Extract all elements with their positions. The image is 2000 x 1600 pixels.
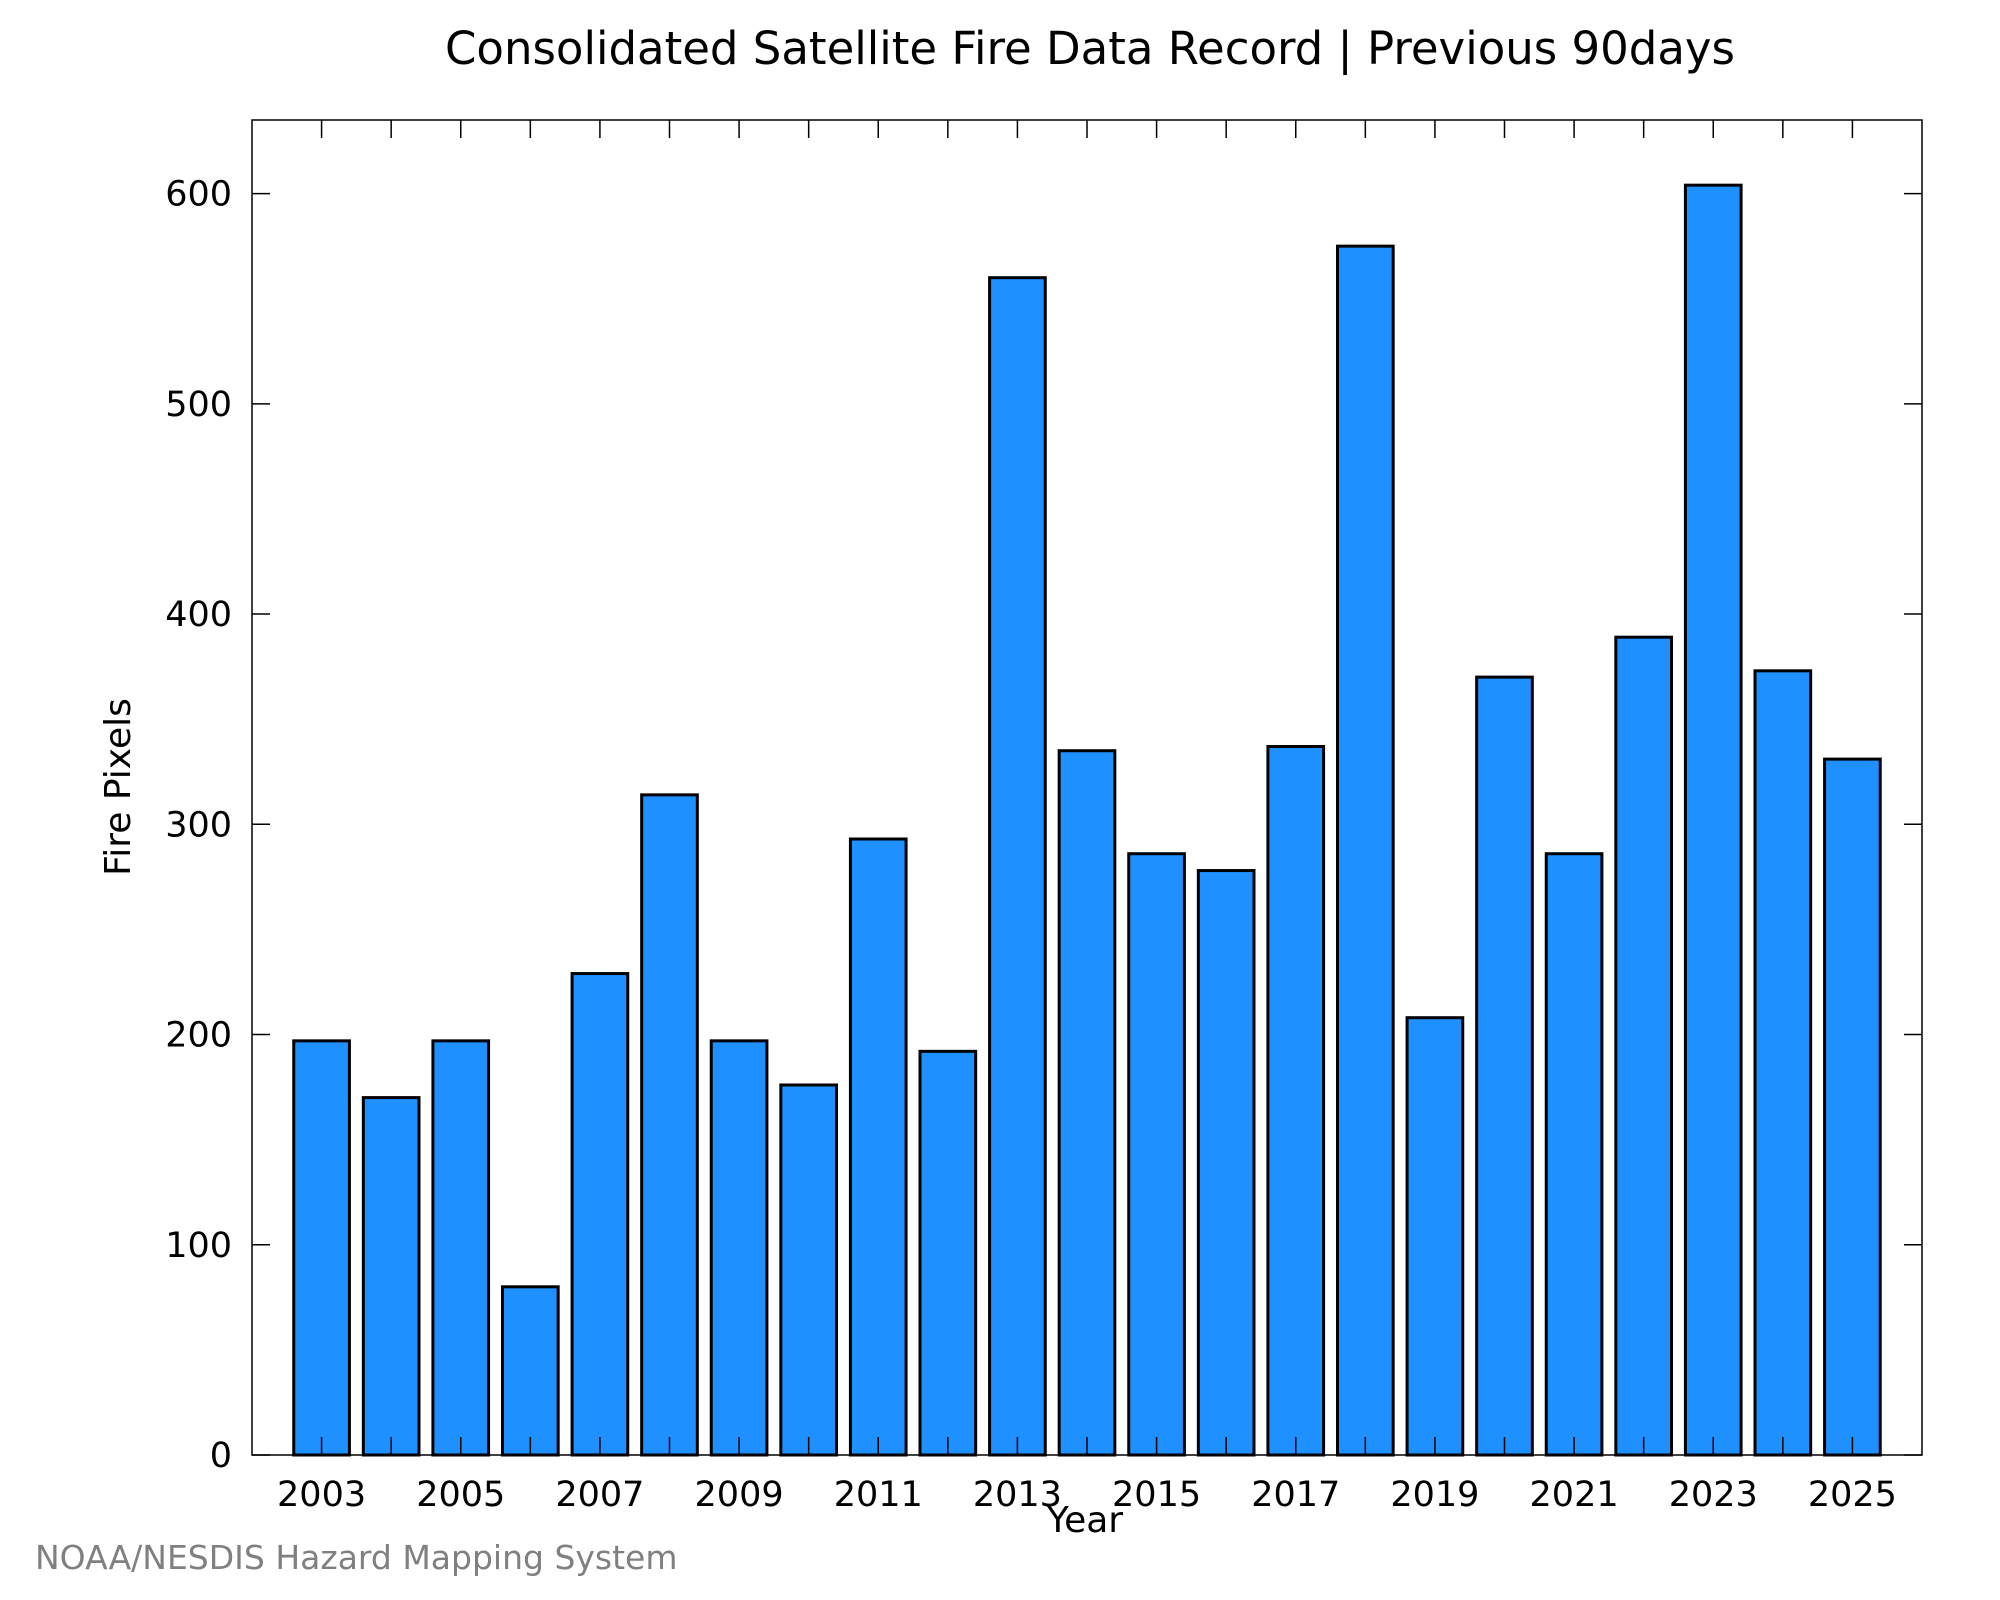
- bar-2003: [292, 1039, 351, 1457]
- bar-2015: [1127, 852, 1186, 1457]
- bars-layer: [292, 183, 1882, 1457]
- bar-2013: [988, 276, 1047, 1457]
- bar-2009: [709, 1039, 769, 1457]
- bar-2025: [1823, 757, 1882, 1457]
- y-tick-label: 500: [165, 385, 232, 425]
- x-tick-label: 2019: [1390, 1475, 1479, 1515]
- x-tick-label: 2003: [277, 1475, 366, 1515]
- bar-2014: [1057, 749, 1117, 1457]
- bar-2011: [848, 837, 908, 1457]
- x-axis-label: Year: [1046, 1500, 1123, 1541]
- x-tick-label: 2005: [416, 1475, 505, 1515]
- x-tick-label: 2007: [555, 1475, 644, 1515]
- credit-text: NOAA/NESDIS Hazard Mapping System: [35, 1538, 678, 1577]
- bar-2004: [361, 1096, 421, 1457]
- x-tick-label: 2013: [973, 1475, 1062, 1515]
- x-tick-label: 2021: [1530, 1475, 1619, 1515]
- bar-2007: [570, 972, 630, 1457]
- y-tick-label: 200: [165, 1016, 232, 1056]
- bar-2024: [1753, 669, 1813, 1457]
- x-tick-label: 2025: [1808, 1475, 1897, 1515]
- x-tick-label: 2011: [834, 1475, 923, 1515]
- bar-2018: [1336, 244, 1395, 1457]
- chart-title: Consolidated Satellite Fire Data Record …: [445, 22, 1735, 75]
- bar-2010: [779, 1083, 838, 1457]
- bar-2022: [1614, 635, 1674, 1457]
- bar-2021: [1544, 852, 1604, 1457]
- x-tick-label: 2023: [1669, 1475, 1758, 1515]
- y-tick-label: 100: [165, 1226, 232, 1266]
- bar-2012: [918, 1049, 978, 1457]
- x-tick-label: 2009: [695, 1475, 784, 1515]
- y-tick-label: 300: [165, 805, 232, 845]
- bar-2023: [1683, 183, 1743, 1457]
- bar-2020: [1475, 675, 1534, 1457]
- bar-2019: [1405, 1016, 1465, 1457]
- y-tick-label: 400: [165, 595, 232, 635]
- x-tick-label: 2017: [1251, 1475, 1340, 1515]
- y-tick-label: 600: [165, 175, 232, 215]
- bar-2016: [1196, 869, 1256, 1457]
- bar-2017: [1266, 745, 1326, 1457]
- ticks-layer: 0 100 200 300 400 500 600 2003 2005 2007 2009 2011 2…: [165, 120, 1922, 1515]
- bar-2006: [501, 1285, 560, 1457]
- bar-2008: [640, 793, 699, 1457]
- bar-2005: [431, 1039, 491, 1457]
- x-tick-label: 2015: [1112, 1475, 1201, 1515]
- y-axis-label: Fire Pixels: [98, 698, 139, 876]
- y-tick-label: 0: [210, 1436, 232, 1476]
